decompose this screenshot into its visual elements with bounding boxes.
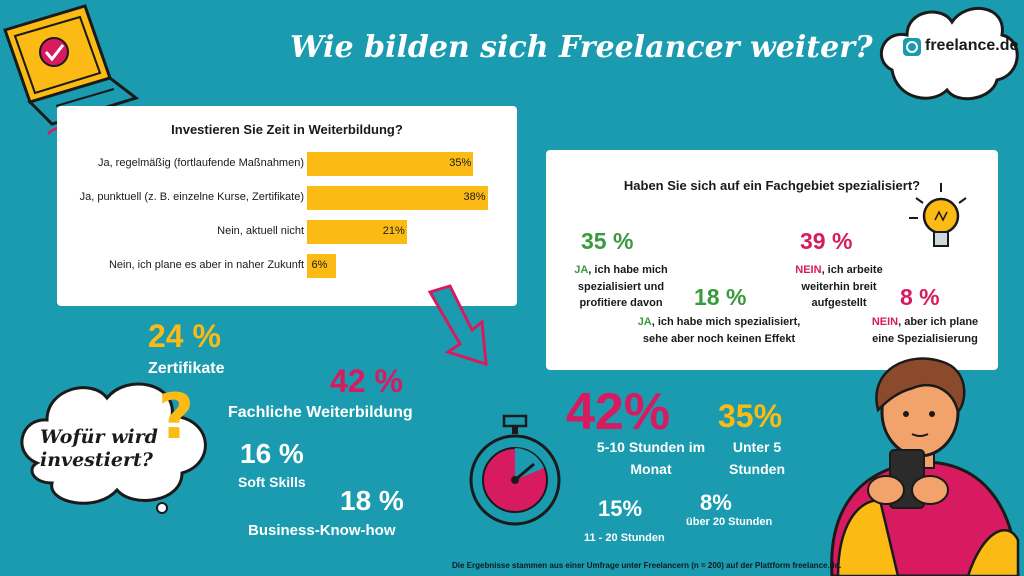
stat-value: 35%: [718, 398, 783, 434]
logo-text: freelance.de: [925, 37, 1019, 54]
stat-value: 39 %: [800, 228, 853, 254]
stopwatch-icon: [469, 414, 561, 526]
bar-category-label: Nein, aktuell nicht: [217, 225, 304, 237]
stat-value: 24 %: [148, 318, 221, 354]
stat-label: Business-Know-how: [248, 522, 396, 539]
question-mark-icon: ?: [158, 380, 194, 453]
stat-label: JA, ich habe mich spezialisiert und prof…: [574, 264, 668, 309]
bar: [307, 254, 336, 278]
bar-category-label: Nein, ich plane es aber in naher Zukunft: [108, 259, 304, 271]
stat-value: 15%: [598, 496, 643, 521]
laptop-illustration: [3, 4, 140, 135]
bar-value-label: 21%: [382, 225, 405, 237]
stat-label: über 20 Stunden: [686, 516, 773, 528]
bar: [307, 152, 474, 176]
stat-value: 16 %: [240, 438, 304, 469]
lightbulb-icon: [909, 183, 967, 247]
bar-value-label: 35%: [449, 157, 472, 169]
person-illustration: [830, 357, 1020, 576]
cloud-question: Wofür wird investiert?: [40, 426, 158, 471]
logo-icon: [903, 38, 921, 56]
footnote: Die Ergebnisse stammen aus einer Umfrage…: [452, 561, 842, 570]
bar-value-label: 6%: [311, 259, 328, 271]
bar-value-label: 38%: [463, 191, 486, 203]
stat-label: Fachliche Weiterbildung: [228, 404, 413, 421]
spezialisierung-card: Haben Sie sich auf ein Fachgebiet spezia…: [546, 150, 998, 370]
stat-label: JA, ich habe mich spezialisiert, sehe ab…: [637, 316, 801, 345]
bar: [307, 220, 407, 244]
stat-label: NEIN, ich arbeite weiterhin breit aufges…: [795, 264, 883, 309]
stat-value: 18 %: [340, 485, 404, 516]
stat-label: Soft Skills: [238, 474, 306, 490]
bar-category-label: Ja, punktuell (z. B. einzelne Kurse, Zer…: [79, 191, 304, 203]
stat-value: 42%: [566, 383, 671, 441]
page-title: Wie bilden sich Freelancer weiter?: [290, 30, 873, 65]
logo-cloud: [879, 6, 1019, 101]
stat-label: Unter 5 Stunden: [729, 439, 785, 478]
stat-value: 18 %: [694, 284, 747, 310]
stat-label: NEIN, aber ich plane eine Spezialisierun…: [871, 316, 979, 345]
stat-label: 5-10 Stunden im Monat: [596, 439, 706, 478]
spezialisierung-title: Haben Sie sich auf ein Fachgebiet spezia…: [623, 178, 921, 193]
chart-title: Investieren Sie Zeit in Weiterbildung?: [171, 122, 403, 137]
stat-value: 8%: [700, 490, 732, 515]
weiterbildung-chart-card: Investieren Sie Zeit in Weiterbildung? J…: [57, 106, 517, 306]
stat-value: 35 %: [581, 228, 634, 254]
bar: [307, 186, 488, 210]
stat-label: Zertifikate: [148, 360, 225, 377]
cloud-shape: [20, 382, 207, 514]
bar-category-label: Ja, regelmäßig (fortlaufende Maßnahmen): [97, 157, 304, 169]
stat-label: 11 - 20 Stunden: [584, 532, 665, 544]
arrow-down-icon: [427, 284, 488, 367]
stat-value: 42 %: [330, 363, 403, 399]
stat-value: 8 %: [900, 284, 940, 310]
